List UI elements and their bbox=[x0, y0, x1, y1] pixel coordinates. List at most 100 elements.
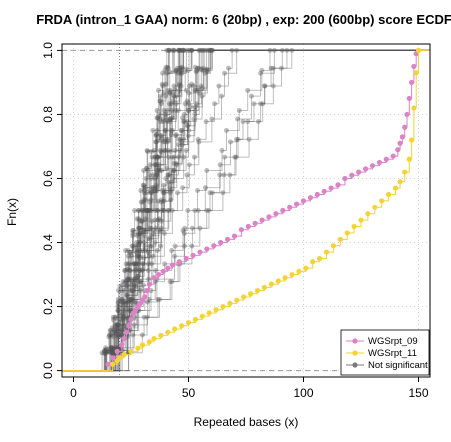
not-significant-point bbox=[229, 47, 235, 53]
not-significant-point bbox=[209, 190, 215, 196]
not-significant-point bbox=[135, 230, 141, 236]
not-significant-point bbox=[118, 288, 124, 294]
not-significant-point bbox=[147, 243, 153, 249]
not-significant-point bbox=[128, 253, 134, 259]
not-significant-point bbox=[119, 328, 125, 334]
wgsrpt-11-point bbox=[415, 47, 422, 54]
not-significant-point bbox=[164, 165, 170, 171]
wgsrpt-11-point bbox=[379, 198, 385, 204]
not-significant-point bbox=[251, 101, 257, 107]
not-significant-point bbox=[172, 253, 178, 259]
not-significant-point bbox=[139, 218, 145, 224]
wgsrpt-09-point bbox=[218, 239, 224, 246]
not-significant-point bbox=[148, 190, 154, 196]
wgsrpt-11-point bbox=[199, 313, 205, 319]
not-significant-point bbox=[141, 190, 147, 196]
not-significant-point bbox=[151, 185, 157, 191]
not-significant-step-line bbox=[62, 49, 430, 372]
not-significant-point bbox=[121, 304, 127, 310]
not-significant-point bbox=[166, 47, 172, 53]
not-significant-point bbox=[136, 225, 142, 231]
wgsrpt-09-point bbox=[335, 182, 341, 188]
wgsrpt-11-point bbox=[116, 355, 123, 361]
wgsrpt-11-point bbox=[139, 342, 146, 348]
not-significant-point bbox=[121, 299, 127, 305]
not-significant-point bbox=[200, 47, 206, 53]
not-significant-point bbox=[166, 47, 172, 53]
not-significant-point bbox=[110, 348, 116, 354]
not-significant-point bbox=[153, 268, 159, 274]
legend-swatch-point bbox=[352, 350, 358, 356]
wgsrpt-11-point bbox=[146, 339, 152, 345]
not-significant-point bbox=[188, 47, 194, 53]
not-significant-step-line bbox=[62, 49, 430, 372]
not-significant-point bbox=[209, 116, 215, 122]
not-significant-point bbox=[186, 127, 192, 133]
not-significant-point bbox=[145, 248, 151, 254]
not-significant-point bbox=[137, 288, 143, 294]
not-significant-point bbox=[127, 268, 133, 274]
not-significant-point bbox=[137, 218, 143, 224]
not-significant-point bbox=[173, 67, 179, 73]
not-significant-step-line bbox=[62, 49, 430, 372]
not-significant-point bbox=[222, 154, 228, 160]
not-significant-point bbox=[115, 322, 121, 328]
not-significant-point bbox=[156, 216, 162, 222]
wgsrpt-11-point bbox=[185, 319, 192, 326]
not-significant-point bbox=[168, 197, 174, 203]
not-significant-step-line bbox=[62, 49, 430, 372]
not-significant-point bbox=[142, 187, 148, 193]
not-significant-point bbox=[262, 83, 268, 89]
wgsrpt-09-point bbox=[266, 214, 272, 220]
not-significant-point bbox=[173, 67, 179, 73]
not-significant-point bbox=[133, 243, 139, 249]
not-significant-point bbox=[217, 172, 223, 178]
not-significant-point bbox=[197, 47, 203, 53]
not-significant-point bbox=[146, 253, 152, 259]
not-significant-point bbox=[167, 279, 173, 285]
not-significant-point bbox=[160, 139, 166, 145]
not-significant-point bbox=[157, 296, 163, 302]
not-significant-point bbox=[120, 314, 126, 320]
x-axis: 0 50 100 150 bbox=[70, 377, 429, 400]
not-significant-point bbox=[195, 136, 201, 142]
not-significant-point bbox=[174, 93, 180, 99]
not-significant-point bbox=[203, 119, 209, 125]
wgsrpt-09-point bbox=[300, 198, 307, 204]
not-significant-point bbox=[136, 261, 142, 267]
not-significant-point bbox=[135, 253, 141, 259]
not-significant-point bbox=[154, 172, 160, 178]
not-significant-step-line bbox=[62, 49, 430, 372]
not-significant-point bbox=[127, 276, 133, 282]
not-significant-point bbox=[125, 248, 131, 254]
not-significant-point bbox=[196, 65, 202, 71]
not-significant-point bbox=[168, 132, 174, 138]
not-significant-point bbox=[111, 317, 117, 323]
not-significant-point bbox=[172, 87, 178, 93]
not-significant-point bbox=[166, 179, 172, 185]
not-significant-point bbox=[168, 187, 174, 193]
not-significant-point bbox=[110, 351, 116, 357]
y-axis: 0.0 0.2 0.4 0.6 0.8 1.0 bbox=[41, 42, 62, 379]
not-significant-point bbox=[141, 228, 147, 234]
not-significant-point bbox=[139, 268, 145, 274]
not-significant-point bbox=[165, 208, 171, 213]
not-significant-point bbox=[145, 250, 151, 256]
not-significant-point bbox=[186, 107, 192, 113]
not-significant-point bbox=[169, 208, 175, 213]
not-significant-point bbox=[140, 182, 146, 188]
not-significant-point bbox=[108, 332, 114, 338]
not-significant-point bbox=[134, 250, 140, 256]
wgsrpt-11-point bbox=[241, 294, 247, 300]
not-significant-point bbox=[116, 308, 122, 314]
legend: WGSrpt_09 WGSrpt_11 Not significant bbox=[340, 329, 430, 376]
not-significant-point bbox=[143, 208, 149, 213]
not-significant-point bbox=[164, 116, 170, 122]
not-significant-point bbox=[154, 248, 160, 254]
not-significant-point bbox=[194, 101, 200, 107]
not-significant-point bbox=[160, 83, 166, 89]
not-significant-point bbox=[139, 218, 145, 224]
not-significant-point bbox=[156, 162, 162, 168]
wgsrpt-11-point bbox=[254, 287, 261, 294]
not-significant-point bbox=[149, 185, 155, 191]
